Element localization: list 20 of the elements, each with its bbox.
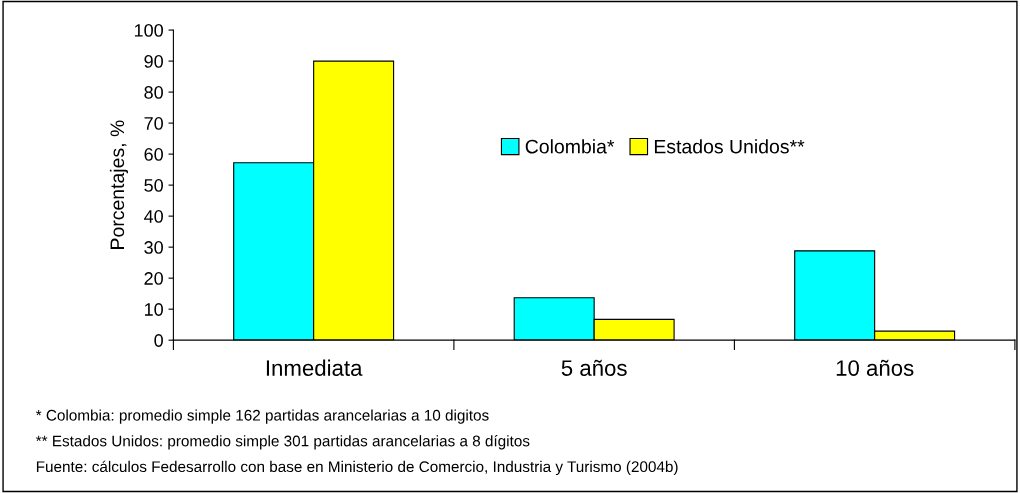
legend-label: Estados Unidos** xyxy=(654,139,805,154)
y-tick-label: 0 xyxy=(154,334,163,347)
y-tick-label: 10 xyxy=(144,303,163,316)
y-tick-label: 20 xyxy=(144,272,163,285)
x-tick-label: 5 años xyxy=(561,359,627,376)
y-tick-label: 50 xyxy=(144,179,163,192)
x-tick-label: 10 años xyxy=(836,359,914,376)
x-tick-label: Inmediata xyxy=(266,359,363,376)
y-tick-label: 100 xyxy=(134,24,163,37)
text: * Colombia: promedio simple 162 partidas arancelarias a 10 digitos xyxy=(35,409,489,424)
text: ** Estados Unidos: promedio simple 301 partidas arancelarias a 8 dígitos xyxy=(35,435,530,450)
y-axis-title: Porcentajes, % xyxy=(109,120,128,249)
y-tick-label: 60 xyxy=(144,148,163,161)
legend-label: Colombia* xyxy=(525,139,615,154)
y-tick-label: 40 xyxy=(144,210,163,223)
source-note: Fuente: cálculos Fedesarrollo con base en Ministerio de Comercio, Industria y Turismo (2004b) xyxy=(36,460,678,476)
y-tick-label: 30 xyxy=(144,241,163,254)
y-tick-label: 70 xyxy=(144,117,163,130)
y-tick-label: 80 xyxy=(144,86,163,99)
y-tick-label: 90 xyxy=(144,55,163,68)
